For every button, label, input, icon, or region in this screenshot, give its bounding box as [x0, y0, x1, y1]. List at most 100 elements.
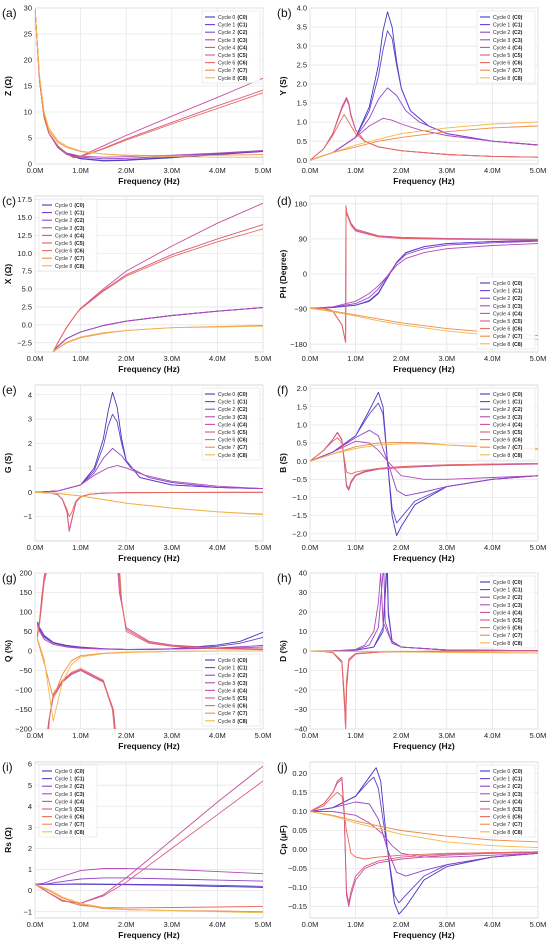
legend-entry: Cycle 2 (C2)	[493, 407, 523, 413]
legend-entry-name: Cycle 1	[493, 588, 510, 594]
legend-entry-name: Cycle 2	[218, 407, 235, 413]
legend-entry-code: (C5)	[512, 319, 522, 325]
y-tick-label: 1	[28, 463, 32, 472]
legend-entry: Cycle 5 (C5)	[493, 53, 523, 59]
legend-entry: Cycle 1 (C1)	[493, 777, 523, 783]
y-tick-label: 15.0	[17, 213, 32, 222]
legend-entry-name: Cycle 5	[218, 696, 235, 702]
x-tick-label: 3.0M	[163, 166, 180, 175]
legend-entry-code: (C5)	[237, 696, 247, 702]
panel-label: (b)	[277, 6, 292, 20]
legend-entry: Cycle 5 (C5)	[493, 807, 523, 813]
legend-entry-code: (C1)	[512, 23, 522, 29]
legend-entry: Cycle 0 (C0)	[55, 769, 85, 775]
y-tick-label: −0.15	[288, 902, 307, 911]
y-tick-label: −0.5	[292, 475, 307, 484]
series-group	[310, 205, 538, 343]
legend-entry-code: (C1)	[512, 777, 522, 783]
y-axis-label: Y (S)	[278, 76, 288, 95]
legend-entry: Cycle 4 (C4)	[218, 45, 248, 51]
y-tick-label: 0.10	[292, 807, 307, 816]
legend-entry: Cycle 3 (C3)	[218, 415, 248, 421]
legend-entry-code: (C8)	[512, 453, 522, 459]
legend-entry-code: (C3)	[237, 681, 247, 687]
legend-entry-code: (C6)	[512, 438, 522, 444]
y-tick-label: 200	[19, 569, 32, 578]
legend-entry-code: (C4)	[237, 688, 247, 694]
legend-entry-name: Cycle 5	[493, 807, 510, 813]
y-tick-label: 0.15	[292, 788, 307, 797]
legend-entry-code: (C2)	[237, 30, 247, 36]
legend-entry-code: (C7)	[74, 822, 84, 828]
legend: Cycle 0 (C0)Cycle 1 (C1)Cycle 2 (C2)Cycle 3…	[38, 198, 98, 272]
x-tick-label: 4.0M	[209, 920, 226, 929]
legend-entry-name: Cycle 5	[218, 430, 235, 436]
legend: Cycle 0 (C0)Cycle 1 (C1)Cycle 2 (C2)Cycle 3…	[476, 387, 536, 461]
y-tick-label: 4.0	[297, 4, 307, 13]
x-tick-label: 2.0M	[118, 731, 135, 740]
x-tick-label: 2.0M	[118, 166, 135, 175]
legend-entry-name: Cycle 1	[218, 400, 235, 406]
legend-entry-name: Cycle 7	[218, 445, 235, 451]
legend: Cycle 0 (C0)Cycle 1 (C1)Cycle 2 (C2)Cycle 3…	[476, 764, 536, 838]
panel-label: (e)	[2, 383, 17, 397]
legend-entry-name: Cycle 2	[55, 784, 72, 790]
x-tick-label: 2.0M	[393, 920, 410, 929]
panel-label: (a)	[2, 6, 17, 20]
x-axis-label: Frequency (Hz)	[118, 741, 180, 751]
x-tick-label: 2.0M	[118, 920, 135, 929]
y-tick-label: 1.5	[297, 402, 307, 411]
legend-entry-name: Cycle 6	[55, 249, 72, 255]
y-tick-label: −0.05	[288, 864, 307, 873]
legend-entry-code: (C5)	[512, 807, 522, 813]
y-tick-label: −1.0	[292, 493, 307, 502]
chart-panel-10: 0.0M 1.0M 2.0M 3.0M 4.0M 5.0M −0.15 −0.10 −0.05 0…	[277, 760, 546, 940]
series-group	[310, 573, 538, 729]
legend-entry-code: (C3)	[512, 603, 522, 609]
legend-entry-name: Cycle 4	[55, 799, 72, 805]
series-line-cycle-3	[35, 464, 263, 493]
x-tick-label: 1.0M	[72, 543, 89, 552]
legend-entry: Cycle 7 (C7)	[218, 711, 248, 717]
legend-entry-name: Cycle 1	[493, 777, 510, 783]
y-axis-label: Q (%)	[3, 640, 13, 662]
legend-entry: Cycle 0 (C0)	[218, 392, 248, 398]
legend-entry: Cycle 6 (C6)	[218, 61, 248, 67]
series-group	[35, 391, 263, 532]
legend-entry: Cycle 1 (C1)	[493, 289, 523, 295]
x-tick-label: 4.0M	[209, 543, 226, 552]
x-axis-label: Frequency (Hz)	[393, 553, 455, 563]
legend-entry-code: (C4)	[512, 610, 522, 616]
legend-entry-code: (C3)	[74, 792, 84, 798]
legend-entry-name: Cycle 7	[493, 445, 510, 451]
x-tick-label: 2.0M	[393, 354, 410, 363]
legend-entry: Cycle 3 (C3)	[493, 304, 523, 310]
chart-panel-5: 0.0M 1.0M 2.0M 3.0M 4.0M 5.0M −1 0 1 2 3 4 Frequency…	[2, 383, 271, 563]
y-tick-label: 30	[24, 4, 32, 13]
legend-entry-name: Cycle 2	[218, 673, 235, 679]
legend-entry: Cycle 0 (C0)	[218, 658, 248, 664]
y-tick-label: 150	[19, 588, 32, 597]
y-tick-label: 1	[28, 865, 32, 874]
legend-entry: Cycle 1 (C1)	[493, 588, 523, 594]
panel-label: (g)	[2, 571, 17, 585]
x-tick-label: 5.0M	[255, 920, 272, 929]
legend-entry-name: Cycle 7	[55, 256, 72, 262]
legend-entry-name: Cycle 3	[55, 226, 72, 232]
series-line-cycle-3	[36, 625, 263, 650]
series-line-cycle-8	[310, 650, 538, 654]
y-tick-label: 2.0	[297, 384, 307, 393]
legend-entry-name: Cycle 1	[55, 777, 72, 783]
legend-entry: Cycle 7 (C7)	[218, 68, 248, 74]
legend-entry: Cycle 4 (C4)	[493, 422, 523, 428]
legend: Cycle 0 (C0)Cycle 1 (C1)Cycle 2 (C2)Cycle 3…	[476, 276, 536, 350]
legend-entry-name: Cycle 8	[55, 264, 72, 270]
y-tick-label: 1.5	[297, 99, 307, 108]
x-axis-label: Frequency (Hz)	[118, 930, 180, 940]
legend-entry: Cycle 1 (C1)	[55, 211, 85, 217]
legend-entry-name: Cycle 4	[218, 688, 235, 694]
legend-entry-code: (C0)	[237, 658, 247, 664]
x-axis-label: Frequency (Hz)	[393, 930, 455, 940]
legend-entry-name: Cycle 2	[493, 595, 510, 601]
y-tick-label: 10.0	[17, 249, 32, 258]
